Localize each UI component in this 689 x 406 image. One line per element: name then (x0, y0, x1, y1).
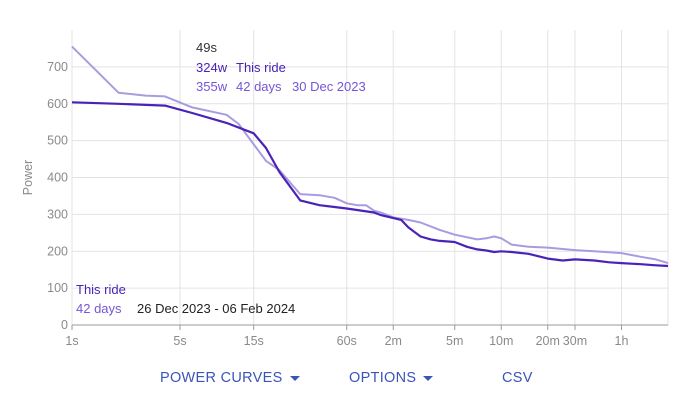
y-tick-label: 400 (47, 171, 68, 185)
legend: This ride 42 days 26 Dec 2023 - 06 Feb 2… (76, 282, 295, 316)
y-tick-label: 0 (61, 318, 68, 332)
options-label: OPTIONS (349, 370, 417, 386)
y-tick-label: 600 (47, 97, 68, 111)
power-curve-chart[interactable]: 0 100 200 300 400 500 600 700 1s 5s 15s 60s 2m 5m 10m… (0, 0, 689, 360)
y-tick-label: 500 (47, 134, 68, 148)
power-curves-label: POWER CURVES (160, 370, 283, 386)
x-axis-ticks: 1s 5s 15s 60s 2m 5m 10m 20m 30m 1h (65, 325, 628, 348)
x-tick-label: 5m (446, 334, 463, 348)
series-line-this-ride (71, 101, 669, 268)
tooltip-range-value: 355w (196, 79, 228, 94)
x-tick-label: 1s (65, 334, 78, 348)
y-tick-label: 100 (47, 281, 68, 295)
tooltip: 49s 324w This ride 355w 42 days 30 Dec 2… (196, 40, 366, 94)
x-tick-label: 15s (244, 334, 264, 348)
legend-range-dates: 26 Dec 2023 - 06 Feb 2024 (137, 301, 295, 316)
chart-actions-bar: POWER CURVES OPTIONS CSV (0, 366, 689, 396)
tooltip-this-ride-label: This ride (236, 60, 286, 75)
x-tick-label: 2m (385, 334, 402, 348)
caret-down-icon (289, 375, 300, 381)
y-axis-title: Power (21, 160, 35, 195)
x-tick-label: 1h (615, 334, 629, 348)
legend-range-label: 42 days (76, 301, 122, 316)
caret-down-icon (423, 375, 434, 381)
tooltip-this-ride-value: 324w (196, 60, 228, 75)
x-tick-label: 60s (337, 334, 357, 348)
legend-this-ride: This ride (76, 282, 126, 297)
series-lines (71, 45, 669, 268)
y-tick-label: 700 (47, 60, 68, 74)
y-tick-label: 300 (47, 207, 68, 221)
csv-label: CSV (502, 370, 533, 386)
tooltip-duration: 49s (196, 40, 217, 55)
csv-button[interactable]: CSV (502, 370, 533, 386)
series-line-range (71, 45, 669, 265)
grid-lines (71, 30, 669, 325)
x-tick-label: 20m (536, 334, 560, 348)
options-dropdown[interactable]: OPTIONS (349, 370, 434, 386)
x-tick-label: 5s (173, 334, 186, 348)
power-curves-dropdown[interactable]: POWER CURVES (160, 370, 300, 386)
y-axis-ticks: 0 100 200 300 400 500 600 700 (47, 60, 68, 332)
tooltip-range-date: 30 Dec 2023 (292, 79, 366, 94)
x-tick-label: 30m (563, 334, 587, 348)
tooltip-range-label: 42 days (236, 79, 282, 94)
x-tick-label: 10m (489, 334, 513, 348)
y-tick-label: 200 (47, 244, 68, 258)
